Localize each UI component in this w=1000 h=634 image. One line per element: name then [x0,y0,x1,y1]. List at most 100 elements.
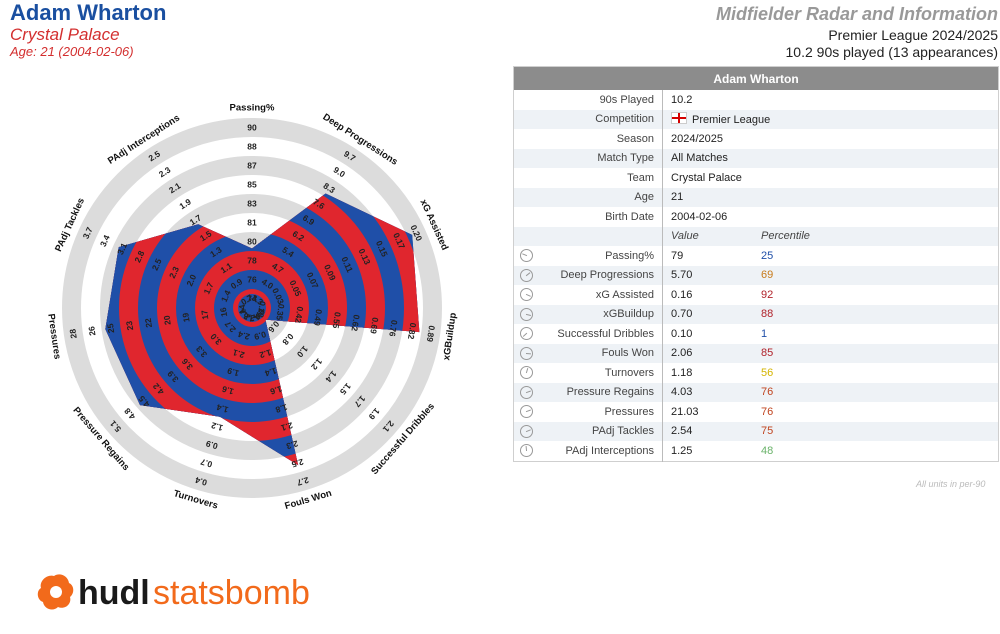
tick-label: 81 [247,217,257,227]
tick-label: 90 [247,122,257,132]
stat-percentile: 56 [761,366,774,379]
tick-label: 0.82 [406,322,418,340]
tick-label: 22 [143,317,154,328]
metric-label: Passing% [230,103,275,114]
tick-label: 2.3 [167,265,181,280]
info-row: Age 21 [513,187,999,207]
info-label: Team [513,168,663,188]
gauge-icon [520,307,533,321]
radar-title: Midfielder Radar and Information [715,4,998,24]
stat-label: xGBuildup [513,304,663,324]
stat-percentile: 85 [755,343,999,363]
stat-label: Deep Progressions [513,265,663,285]
tick-label: 78 [247,255,257,265]
stat-value: 0.70 [662,304,755,324]
stat-label: Passing% [513,246,663,266]
logo-text-hudl: hudl [78,574,150,612]
info-value: 2024/2025 [671,132,723,145]
tick-label: 1.2 [210,420,224,433]
gauge-icon [520,444,533,457]
tick-label: 2.1 [280,420,294,433]
tick-label: 0.8 [280,332,295,348]
england-flag-icon [671,112,687,125]
tick-label: 0.89 [425,325,437,343]
info-row: Team Crystal Palace [513,168,999,188]
tick-label: 0.62 [349,314,361,332]
tick-label: 1.6 [221,384,235,397]
tick-label: 80 [247,236,257,246]
stat-percentile: 88 [755,304,999,324]
stat-label: PAdj Interceptions [513,441,663,461]
info-value: Premier League [662,109,999,129]
stat-value: 5.70 [662,265,755,285]
tick-label: 0.7 [247,311,261,324]
stat-label: Pressure Regains [513,382,663,402]
stats-header-row: Value Percentile [513,226,999,246]
radar-chart: 747678808183858788903.34.04.75.46.26.97.… [45,103,459,513]
stat-row: Turnovers 1.18 56 [513,363,999,383]
tick-label: 1.4 [219,288,233,303]
stat-label: Fouls Won [513,343,663,363]
stat-row: Successful Dribbles 0.10 1 [513,324,999,344]
info-value: Crystal Palace [671,171,742,184]
gauge-icon [520,346,533,360]
info-label: Season [513,129,663,149]
tick-label: 0.28 [255,301,267,319]
info-label: Competition [513,109,663,129]
table-header: Adam Wharton [513,66,999,90]
tick-label: 76 [247,274,257,284]
tick-label: 83 [247,198,257,208]
tick-label: 0.69 [368,317,380,335]
tick-label: 1.4 [263,366,277,379]
tick-label: 23 [124,320,135,331]
tick-label: 4.8 [122,406,137,422]
info-label: Age [513,187,663,207]
stat-value: 2.06 [662,343,755,363]
grid-ring [62,118,442,498]
age-line: Age: 21 (2004-02-06) [10,44,134,59]
logo-blob-hole [50,586,62,598]
tick-label: 9.0 [332,165,348,180]
minutes-played: 10.2 90s played (13 appearances) [785,44,998,60]
stat-percentile: 76 [755,382,999,402]
stat-label: PAdj Tackles [513,421,663,441]
tick-label: 74 [247,293,257,303]
tick-label: 0.7 [199,457,213,470]
tick-label: 2.0 [184,273,198,288]
stat-value: 79 [671,249,684,262]
statsbomb-mark-icon [37,574,74,610]
info-label: Match Type [513,148,663,168]
info-value: All Matches [662,148,999,168]
band-center [238,294,266,322]
tick-label: 19 [180,312,191,323]
stat-row: PAdj Tackles 2.54 75 [513,421,999,441]
stat-row: Passing% 79 25 [513,246,999,266]
stat-label: xG Assisted [513,285,663,305]
tick-label: 1.2 [309,356,324,372]
gauge-icon [520,327,533,340]
tick-label: 0.55 [331,311,343,329]
stat-row: xGBuildup 0.70 88 [513,304,999,324]
team-name: Crystal Palace [10,25,120,44]
stat-label: Successful Dribbles [513,324,663,344]
tick-label: 1.6 [269,384,283,397]
stat-value: 0.10 [671,327,693,340]
tick-label: 1.9 [226,365,240,378]
stat-row: Fouls Won 2.06 85 [513,343,999,363]
tick-label: 26 [86,325,97,336]
tick-label: 2.3 [285,438,299,451]
stat-value: 0.16 [671,288,693,301]
col-value-header: Value [662,226,755,246]
tick-label: 20 [161,315,172,326]
stat-value: 4.03 [662,382,755,402]
info-row: 90s Played 10.2 [513,90,999,110]
info-table: Adam Wharton 90s Played 10.2 Competition Pr… [513,66,999,462]
stat-percentile: 69 [755,265,999,285]
gauge-icon [520,405,533,418]
tick-label: 0.49 [312,309,324,327]
gauge-icon [520,385,533,399]
tick-label: 2.6 [242,311,256,324]
tick-label: 1.7 [202,280,216,295]
col-percentile-header: Percentile [755,226,999,246]
tick-label: 1.5 [338,381,353,397]
